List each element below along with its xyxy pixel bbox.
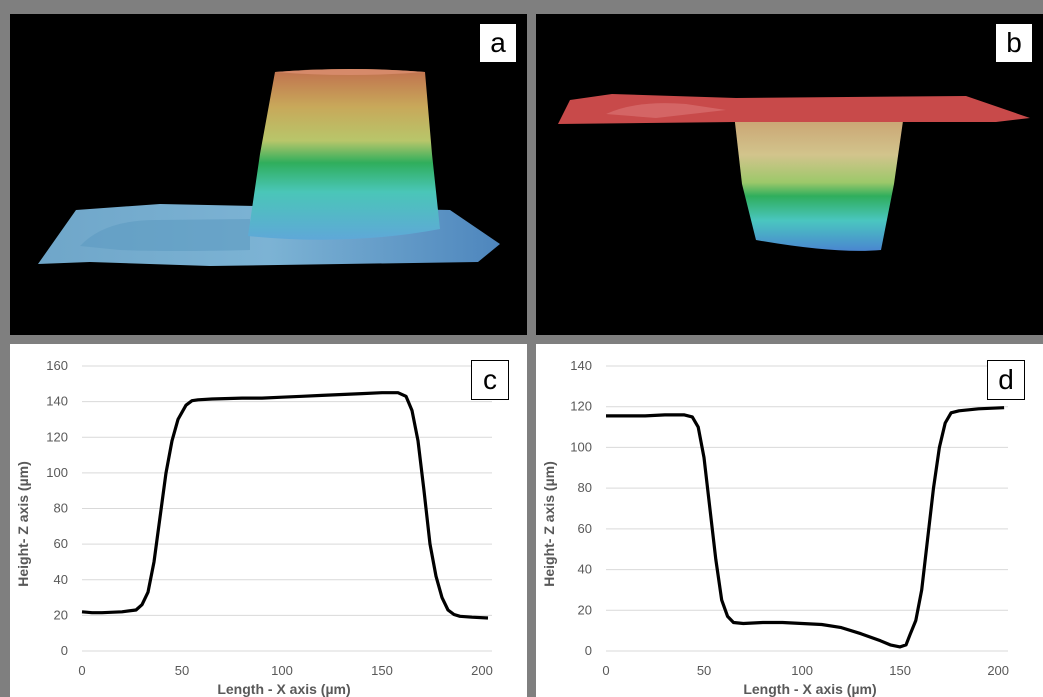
y-axis-title-c: Height- Z axis (µm) <box>15 461 31 587</box>
x-tick-label-c: 100 <box>271 663 293 678</box>
y-tick-label-d: 40 <box>578 562 592 577</box>
x-tick-label-c: 0 <box>78 663 85 678</box>
y-tick-label-d: 100 <box>570 439 592 454</box>
profile-chart-c: 0 20 40 60 80 100 120 140 160 0 50 100 150 200 Lengt… <box>15 358 493 697</box>
y-tick-label-d: 120 <box>570 399 592 414</box>
y-tick-label-d: 140 <box>570 358 592 373</box>
y-tick-label-c: 80 <box>54 501 68 516</box>
y-tick-label-c: 0 <box>61 643 68 658</box>
x-tick-label-d: 200 <box>987 663 1009 678</box>
y-tick-label-d: 0 <box>585 643 592 658</box>
x-axis-title-c: Length - X axis (µm) <box>217 681 350 697</box>
x-tick-label-d: 100 <box>791 663 813 678</box>
y-tick-label-d: 20 <box>578 602 592 617</box>
x-axis-title-d: Length - X axis (µm) <box>743 681 876 697</box>
x-tick-label-d: 0 <box>602 663 609 678</box>
panel-label-b: b <box>995 23 1033 63</box>
y-axis-title-d: Height- Z axis (µm) <box>541 461 557 587</box>
series-line-c <box>81 391 489 620</box>
y-tick-label-d: 60 <box>578 521 592 536</box>
x-tick-label-c: 150 <box>371 663 393 678</box>
well-surface-image <box>558 94 1030 251</box>
panel-label-d: d <box>987 360 1025 400</box>
series-line-d <box>606 406 1005 649</box>
y-tick-label-d: 80 <box>578 480 592 495</box>
y-tick-label-c: 160 <box>46 358 68 373</box>
x-tick-label-d: 150 <box>889 663 911 678</box>
x-tick-label-c: 200 <box>471 663 493 678</box>
panel-d-profile-chart: 0 20 40 60 80 100 120 140 0 50 100 150 200 Length -… <box>536 344 1043 697</box>
y-tick-label-c: 100 <box>46 465 68 480</box>
pillar-surface-image <box>38 69 500 266</box>
y-tick-label-c: 40 <box>54 572 68 587</box>
y-tick-label-c: 20 <box>54 607 68 622</box>
panel-label-a: a <box>479 23 517 63</box>
panel-b-surface-render: b <box>536 14 1043 335</box>
y-tick-label-c: 120 <box>46 429 68 444</box>
panel-c-profile-chart: 0 20 40 60 80 100 120 140 160 0 50 100 150 200 Lengt… <box>10 344 527 697</box>
panel-label-c: c <box>471 360 509 400</box>
profile-chart-d: 0 20 40 60 80 100 120 140 0 50 100 150 200 Length -… <box>541 358 1009 697</box>
x-tick-label-d: 50 <box>697 663 711 678</box>
panel-a-surface-render: a <box>10 14 527 335</box>
y-tick-label-c: 140 <box>46 394 68 409</box>
x-tick-label-c: 50 <box>175 663 189 678</box>
y-tick-label-c: 60 <box>54 536 68 551</box>
